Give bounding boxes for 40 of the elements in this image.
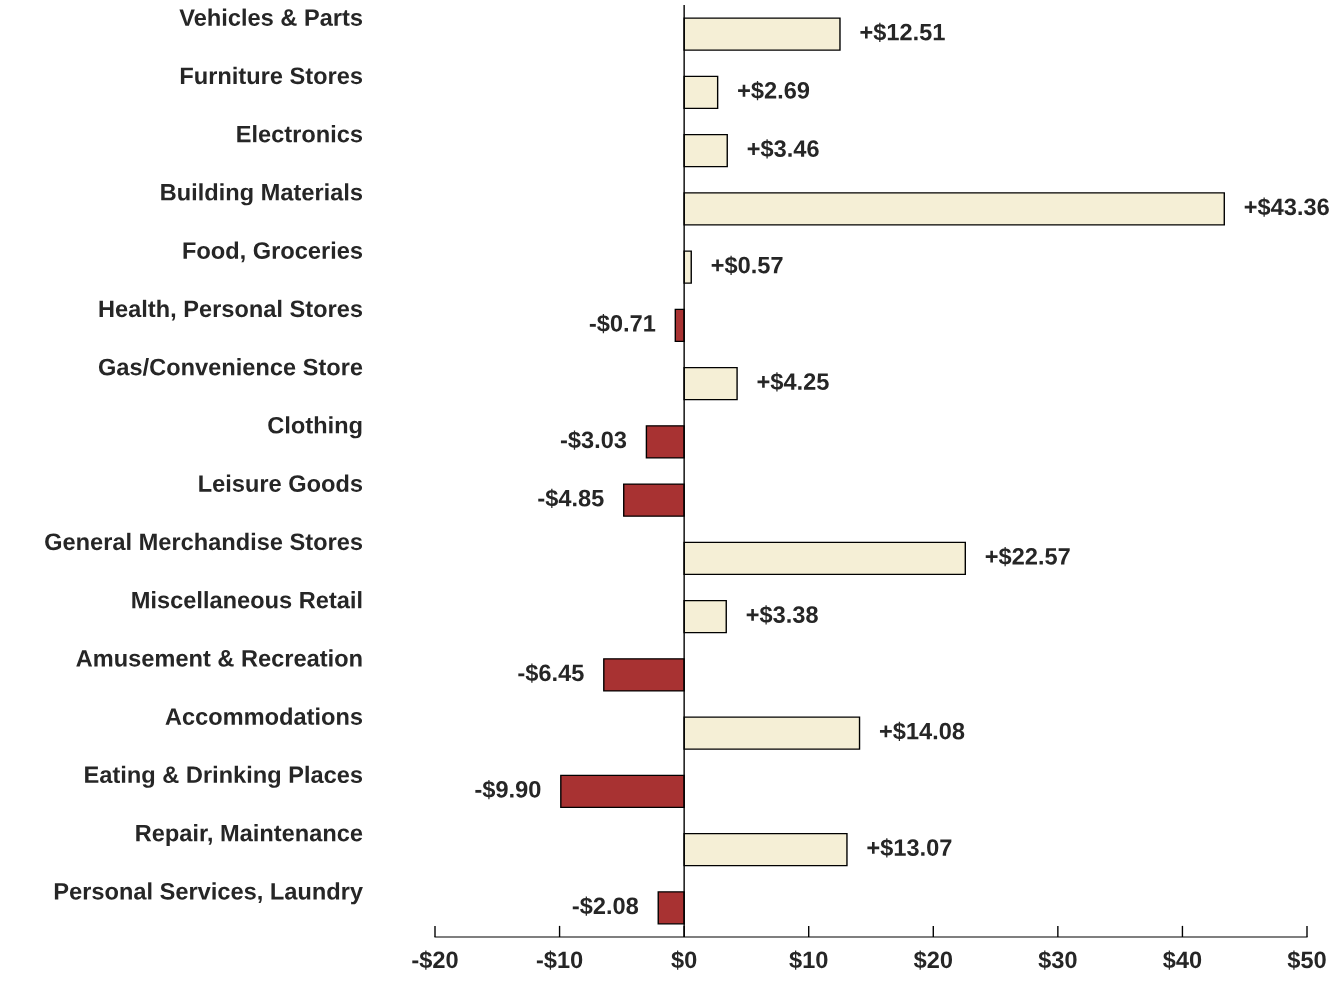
data-label: +$22.57	[985, 546, 1070, 567]
data-label: +$3.38	[746, 605, 818, 625]
y-tick-label: Health, Personal Stores	[99, 299, 363, 321]
y-tick-label: General Merchandise Stores	[45, 532, 363, 551]
data-label: -$9.90	[475, 779, 541, 800]
y-tick-label: Food, Groceries	[183, 241, 363, 263]
y-tick-label: Amusement & Recreation	[76, 649, 362, 667]
y-tick-label: Building Materials	[161, 183, 363, 206]
data-label: -$6.45	[518, 663, 584, 683]
y-tick-label: Miscellaneous Retail	[132, 591, 362, 609]
x-tick-label: -$10	[536, 950, 583, 970]
x-tick-label: $10	[789, 950, 828, 970]
data-label: +$12.51	[860, 22, 945, 42]
x-tick-label: $50	[1287, 950, 1326, 970]
data-label: +$4.25	[757, 372, 829, 392]
y-tick-label: Accommodations	[165, 707, 363, 725]
data-label: -$3.03	[560, 430, 627, 450]
y-tick-label: Electronics	[237, 125, 363, 143]
data-label: +$3.46	[747, 139, 819, 159]
y-tick-label: Eating & Drinking Places	[85, 765, 363, 788]
y-tick-label: Clothing	[268, 416, 362, 439]
data-label: +$2.69	[738, 80, 810, 101]
x-tick-label: $30	[1038, 950, 1077, 970]
data-label: +$13.07	[867, 838, 952, 858]
y-tick-label: Leisure Goods	[199, 474, 363, 492]
data-label: +$14.08	[879, 721, 965, 741]
data-label: +$0.57	[711, 255, 783, 275]
y-tick-label: Vehicles & Parts	[179, 8, 363, 26]
data-label: +$43.36	[1244, 197, 1329, 217]
y-tick-label: Gas/Convenience Store	[98, 358, 363, 376]
data-label: -$0.71	[589, 313, 656, 334]
x-tick-label: $40	[1163, 950, 1202, 970]
y-tick-label: Furniture Stores	[180, 66, 363, 85]
x-tick-label: -$20	[412, 950, 458, 970]
x-tick-label: $20	[913, 950, 953, 970]
y-tick-label: Personal Services, Laundry	[54, 882, 363, 905]
y-tick-label: Repair, Maintenance	[136, 824, 363, 847]
data-label: -$4.85	[538, 488, 604, 508]
x-tick-label: $0	[671, 950, 697, 970]
data-label: -$2.08	[572, 896, 639, 916]
